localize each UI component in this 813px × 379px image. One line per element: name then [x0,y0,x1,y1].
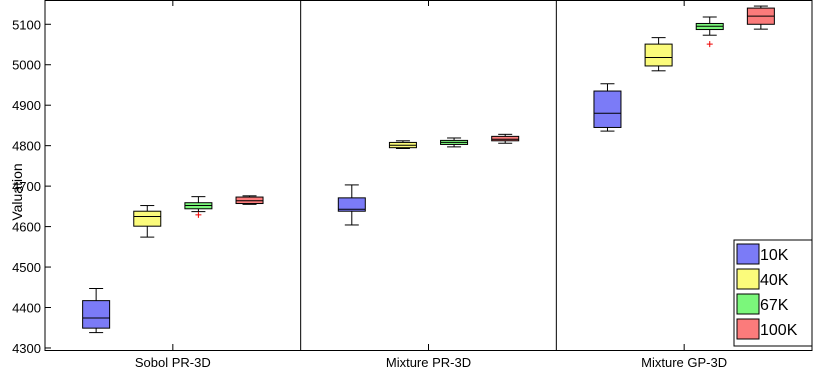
box-body [593,90,622,128]
y-tick-label: 4500 [12,260,41,275]
box-body [491,135,520,142]
box-body [133,210,162,227]
box-100K-Sobol-PR-3D [235,195,264,205]
boxes-layer [82,5,775,334]
box-10K-Sobol-PR-3D [82,287,111,334]
legend-swatch-67K [736,293,760,315]
plot-area [44,0,813,351]
y-tick-label: 4400 [12,301,41,316]
box-67K-Sobol-PR-3D [184,196,213,218]
x-axis: Sobol PR-3D Mixture PR-3D Mixture GP-3D [135,0,727,370]
y-tick-label: 4900 [12,98,41,113]
box-body [337,197,366,212]
legend-label-100K: 100K [760,322,798,339]
box-10K-Mixture-PR-3D [337,184,366,226]
legend-label-40K: 40K [760,272,789,289]
plot-frame [44,0,813,351]
box-body [644,43,673,67]
y-tick-label: 4600 [12,220,41,235]
y-axis-label: Valuation [9,163,25,220]
legend-label-67K: 67K [760,297,789,314]
x-tick-label: Mixture GP-3D [641,355,727,370]
box-body [82,300,111,329]
y-tick-label: 4300 [12,341,41,356]
box-67K-Mixture-PR-3D [440,137,469,148]
box-40K-Sobol-PR-3D [133,205,162,238]
outlier-marker [195,211,202,218]
legend-label-10K: 10K [760,247,789,264]
box-100K-Mixture-GP-3D [746,5,775,30]
legend-swatch-40K [736,268,760,290]
y-axis: 4300 4400 4500 4600 4700 4800 4900 5000 5100 [12,17,51,356]
x-tick-label: Sobol PR-3D [135,355,211,370]
box-10K-Mixture-GP-3D [593,83,622,132]
x-tick-label: Mixture PR-3D [386,355,471,370]
y-tick-label: 5000 [12,58,41,73]
outlier-marker [706,41,713,48]
box-67K-Mixture-GP-3D [695,16,724,48]
box-40K-Mixture-GP-3D [644,37,673,72]
legend: 10K 40K 67K 100K [733,239,813,347]
box-100K-Mixture-PR-3D [491,133,520,144]
y-tick-label: 5100 [12,17,41,32]
box-40K-Mixture-PR-3D [388,140,417,149]
legend-swatch-100K [736,318,760,340]
legend-swatch-10K [736,243,760,265]
y-tick-label: 4800 [12,139,41,154]
y-tick-label: 4700 [12,179,41,194]
